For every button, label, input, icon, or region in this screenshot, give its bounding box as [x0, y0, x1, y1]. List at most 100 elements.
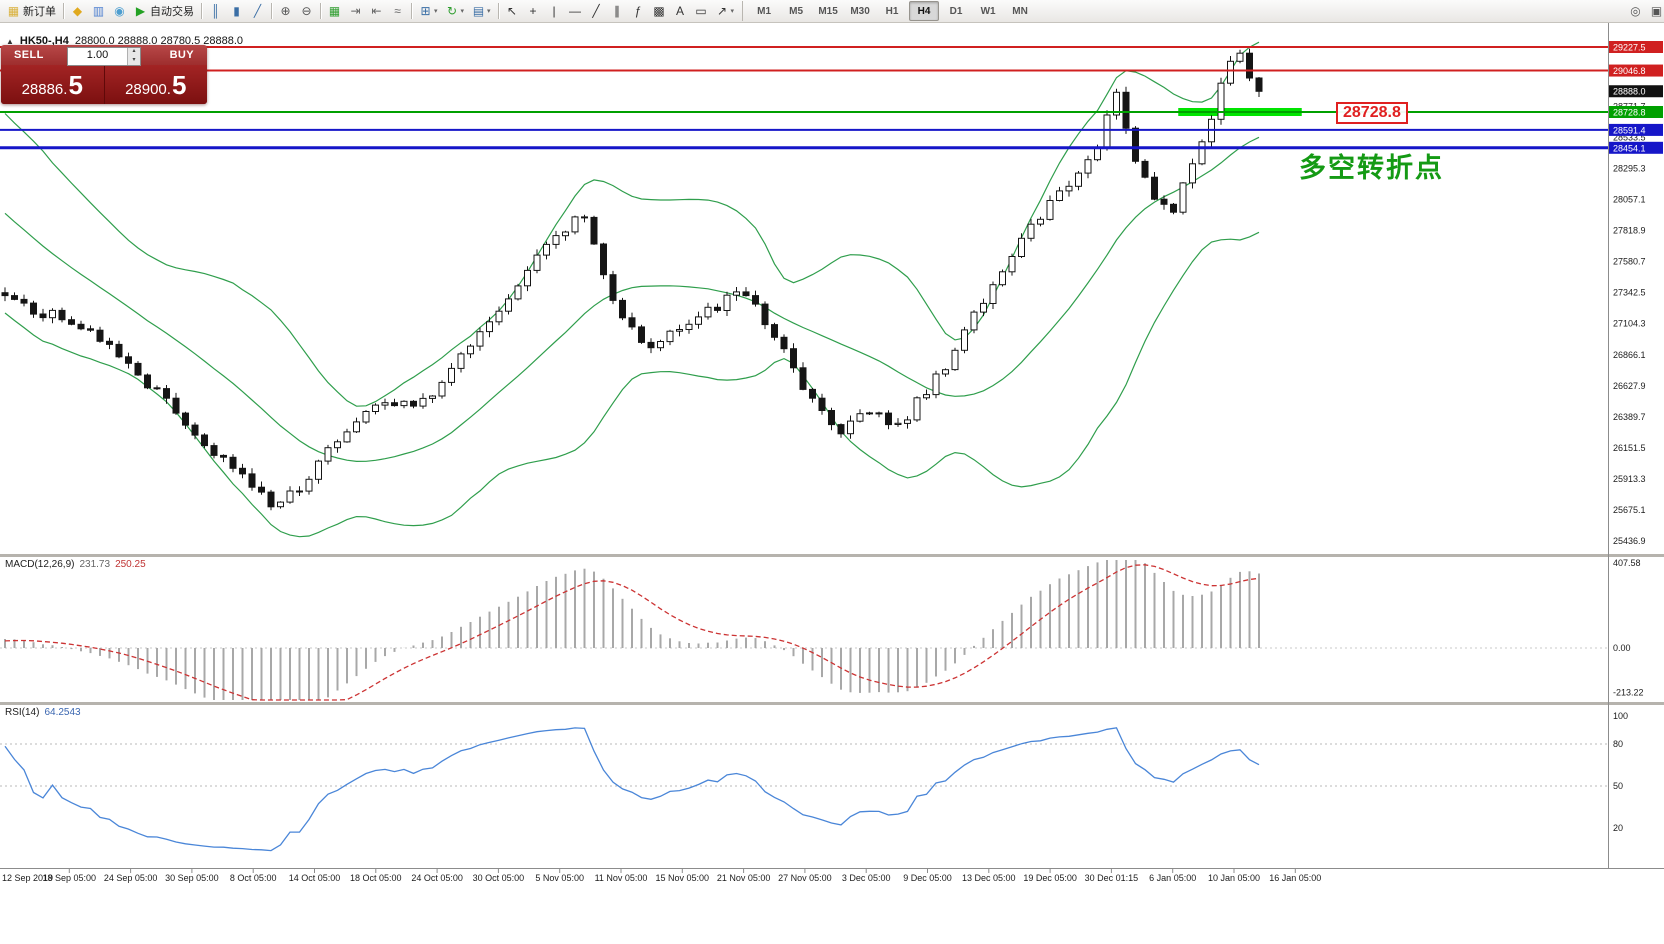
metaeditor-button[interactable]: ◆: [67, 1, 88, 22]
macd-axis-label: 407.58: [1613, 558, 1641, 568]
new-order-button[interactable]: ▦ 新订单: [3, 1, 60, 22]
community-button[interactable]: ◉: [109, 1, 130, 22]
timeframe-m1-button[interactable]: M1: [757, 5, 772, 17]
price-axis-label: 27104.3: [1613, 319, 1646, 329]
symbol-label: HK50-,H4: [19, 35, 69, 47]
zoom-in-button[interactable]: ⊕: [275, 1, 296, 22]
rsi-axis-label: 80: [1613, 739, 1623, 749]
price-axis-label: 26627.9: [1613, 381, 1646, 391]
label-icon: ▭: [695, 3, 707, 18]
time-axis-label: 30 Dec 01:15: [1085, 873, 1139, 883]
timeframe-h1-button[interactable]: H1: [885, 5, 899, 17]
price-callout[interactable]: 28728.8: [1336, 102, 1408, 124]
toolbar-left: ▦ 新订单 ◆ ▥ ◉ ▶ 自动交易 ║ ▮ ╱ ⊕ ⊖ ▦ ⇥ ⇤ ≈ ⊞ ▾ ↻ ▾ ▤ ▾ ↖ + | — ╱ ∥ ƒ ▩ A ▭ ↗ ▾: [3, 1, 738, 22]
time-axis-label: 14 Oct 05:00: [289, 873, 341, 883]
channel-icon: ∥: [614, 3, 621, 18]
sell-price: 28886.: [21, 81, 68, 98]
timeframe-d1-button[interactable]: D1: [949, 5, 963, 17]
time-axis-label: 19 Dec 05:00: [1023, 873, 1077, 883]
autotrading-button-label: 自动交易: [150, 6, 194, 18]
trendline-button[interactable]: ╱: [586, 1, 607, 22]
chevron-down-icon: ▾: [460, 8, 465, 15]
timeframe-mn-button[interactable]: MN: [1012, 5, 1028, 17]
rsi-value: 64.2543: [44, 707, 81, 718]
panel-separator[interactable]: [0, 702, 1664, 705]
timeframe-h4-button[interactable]: H4: [909, 1, 940, 21]
shapes-icon: ▩: [653, 3, 665, 18]
price-axis-label: 27818.9: [1613, 226, 1646, 236]
cursor-button[interactable]: ↖: [502, 1, 523, 22]
volume-input[interactable]: 1.00: [86, 49, 109, 61]
sell-button[interactable]: 28886. 5: [1, 65, 105, 104]
timeframe-w1-button[interactable]: W1: [980, 5, 996, 17]
resistance-2-price-tag: [1609, 64, 1663, 77]
buy-price-big-digit: 5: [171, 70, 187, 100]
price-axis-label: 26151.5: [1613, 443, 1646, 453]
buy-button[interactable]: 28900. 5: [104, 65, 207, 104]
time-axis-label: 3 Dec 05:00: [842, 873, 891, 883]
volume-stepper[interactable]: 1.00 ▴ ▾: [67, 47, 141, 66]
label-button[interactable]: ▭: [691, 1, 712, 22]
shapes-button[interactable]: ▩: [649, 1, 670, 22]
time-axis-label: 15 Nov 05:00: [656, 873, 710, 883]
channel-button[interactable]: ∥: [607, 1, 628, 22]
templates-icon: ▤: [472, 3, 485, 18]
toolbar-separator: [497, 3, 499, 19]
fullscreen-button[interactable]: ▣: [1646, 1, 1664, 22]
fibonacci-icon: ƒ: [634, 3, 642, 18]
crosshair-button[interactable]: +: [523, 1, 544, 22]
resistance-1-price-tag-label: 29227.5: [1613, 43, 1646, 53]
fibonacci-button[interactable]: ƒ: [628, 1, 649, 22]
last-price-price-tag: [1609, 85, 1663, 98]
sell-label: SELL: [14, 49, 44, 61]
new-order-button-label: 新订单: [23, 6, 56, 18]
toolbar-separator: [271, 3, 272, 19]
profiles-button[interactable]: ↻ ▾: [442, 1, 469, 22]
bollinger-middle-band: [4, 136, 1260, 463]
auto-scroll-button[interactable]: ⇥: [345, 1, 366, 22]
trendline-icon: ╱: [592, 3, 600, 18]
vertical-line-button[interactable]: |: [544, 1, 565, 22]
timeframe-m5-button[interactable]: M5: [789, 5, 804, 17]
time-axis-label: 30 Oct 05:00: [473, 873, 525, 883]
bar-chart-icon: ║: [211, 3, 220, 18]
arrows-button[interactable]: ↗ ▾: [712, 1, 739, 22]
tile-windows-button[interactable]: ▦: [324, 1, 345, 22]
horizontal-line-icon: —: [569, 3, 582, 18]
rsi-axis-label: 20: [1613, 823, 1623, 833]
tile-windows-icon: ▦: [328, 3, 341, 18]
zoom-out-icon: ⊖: [301, 3, 312, 18]
indicators-button[interactable]: ≈: [387, 1, 408, 22]
line-chart-button[interactable]: ╱: [247, 1, 268, 22]
horizontal-line-button[interactable]: —: [565, 1, 586, 22]
support-1-price-tag: [1609, 123, 1663, 136]
cursor-icon: ↖: [507, 3, 518, 18]
market-button[interactable]: ▥: [88, 1, 109, 22]
autotrading-button[interactable]: ▶ 自动交易: [130, 1, 198, 22]
toolbar-separator: [63, 3, 64, 19]
crosshair-icon: +: [529, 3, 537, 18]
candles-series: [1, 48, 1263, 511]
trade-panel-header: SELL 1.00 ▴ ▾ BUY: [1, 45, 207, 66]
text-button[interactable]: A: [670, 1, 691, 22]
volume-down-button[interactable]: ▾: [132, 56, 136, 63]
volume-up-button[interactable]: ▴: [132, 48, 136, 54]
resistance-2-price-tag-label: 29046.8: [1613, 66, 1646, 76]
search-button[interactable]: ◎: [1625, 1, 1646, 22]
candlestick-chart-button[interactable]: ▮: [226, 1, 247, 22]
timeframe-m30-button[interactable]: M30: [850, 5, 870, 17]
community-icon: ◉: [114, 3, 125, 18]
panel-separator[interactable]: [0, 554, 1664, 557]
chevron-down-icon: ▾: [434, 8, 438, 15]
macd-label: MACD(12,26,9) 231.73 250.25: [5, 559, 146, 570]
annotation-text[interactable]: 多空转折点: [1299, 153, 1444, 183]
bar-chart-button[interactable]: ║: [205, 1, 226, 22]
templates-button[interactable]: ▤ ▾: [468, 1, 495, 22]
timeframe-m15-button[interactable]: M15: [818, 5, 838, 17]
zoom-out-button[interactable]: ⊖: [296, 1, 317, 22]
collapse-icon[interactable]: ▲: [6, 36, 14, 46]
macd-panel: [0, 560, 1608, 701]
chart-shift-button[interactable]: ⇤: [366, 1, 387, 22]
new-chart-button[interactable]: ⊞ ▾: [415, 1, 442, 22]
